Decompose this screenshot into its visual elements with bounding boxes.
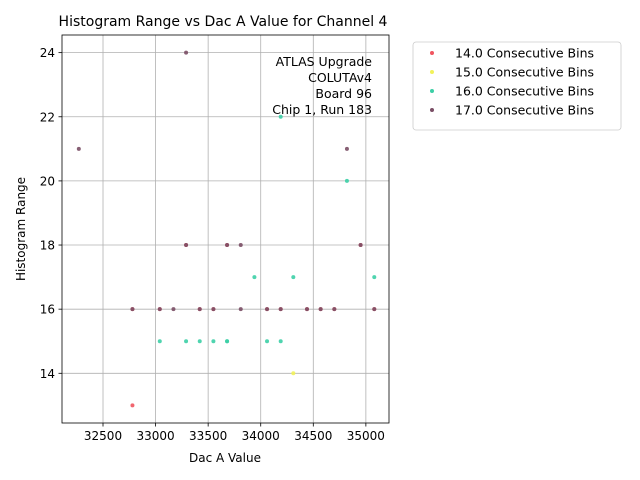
data-point-series-3 [225,339,230,344]
legend-marker [430,51,434,55]
data-point-series-3 [265,339,270,344]
y-tick-label: 16 [40,303,55,317]
data-point-series-4 [157,307,162,312]
data-point-series-3 [184,339,189,344]
x-tick-label: 33000 [136,429,174,443]
data-point-series-4 [304,307,309,312]
data-point-series-4 [197,307,202,312]
data-point-series-3 [252,275,257,280]
x-tick-label: 35000 [347,429,385,443]
y-axis-label: Histogram Range [14,177,28,281]
data-point-series-4 [225,243,230,248]
annotation: ATLAS Upgrade COLUTAv4 Board 96 Chip 1, … [272,54,372,117]
data-point-series-4 [332,307,337,312]
data-point-series-4 [344,146,349,151]
data-point-series-3 [278,114,283,119]
data-point-series-4 [211,307,216,312]
data-points [76,50,377,408]
x-tick-label: 32500 [84,429,122,443]
y-tick-label: 24 [40,46,55,60]
x-axis-label: Dac A Value [189,451,261,465]
data-point-series-4 [171,307,176,312]
data-point-series-3 [372,275,377,280]
data-point-series-4 [372,307,377,312]
data-point-series-4 [76,146,81,151]
data-point-series-4 [278,307,283,312]
y-tick-label: 20 [40,174,55,188]
data-point-series-4 [184,243,189,248]
legend-marker [430,89,434,93]
legend-entry: 14.0 Consecutive Bins [455,46,594,61]
data-point-series-4 [130,307,135,312]
data-point-series-4 [238,243,243,248]
annotation-line-4: Chip 1, Run 183 [272,102,372,117]
legend-entry: 16.0 Consecutive Bins [455,84,594,99]
data-point-series-4 [318,307,323,312]
data-point-series-3 [278,339,283,344]
y-tick-label: 18 [40,239,55,253]
y-axis-ticks: 14 16 18 20 22 24 [40,46,62,381]
x-tick-label: 34500 [294,429,332,443]
legend-frame [412,41,622,131]
x-tick-label: 33500 [189,429,227,443]
data-point-series-3 [211,339,216,344]
x-tick-label: 34000 [242,429,280,443]
data-point-series-3 [197,339,202,344]
legend-marker [430,70,434,74]
data-point-series-4 [238,307,243,312]
legend: 14.0 Consecutive Bins 15.0 Consecutive Bi… [412,41,622,131]
data-point-series-3 [291,275,296,280]
data-point-series-3 [157,339,162,344]
legend-marker [430,108,434,112]
chart-title: Histogram Range vs Dac A Value for Chann… [59,14,388,30]
data-point-series-4 [265,307,270,312]
legend-entry: 15.0 Consecutive Bins [455,65,594,80]
data-point-series-4 [358,243,363,248]
annotation-line-1: ATLAS Upgrade [276,54,373,69]
x-axis-ticks: 32500 33000 33500 34000 34500 35000 [84,423,385,443]
data-point-series-1 [130,403,135,408]
annotation-line-2: COLUTAv4 [308,70,372,85]
plot-frame [61,34,390,424]
y-tick-label: 22 [40,110,55,124]
y-tick-label: 14 [40,367,55,381]
data-point-series-4 [184,50,189,55]
data-point-series-2 [291,371,296,376]
annotation-line-3: Board 96 [315,86,372,101]
legend-entry: 17.0 Consecutive Bins [455,103,594,118]
data-point-series-3 [344,178,349,183]
